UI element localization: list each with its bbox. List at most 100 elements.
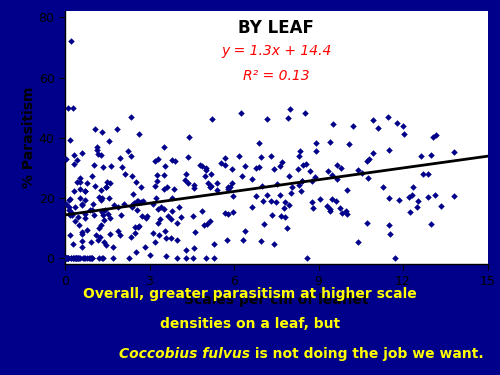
- Point: [93, 144, 101, 150]
- Point: [296, 148, 304, 154]
- Point: [114, 228, 122, 234]
- Point: [200, 222, 208, 228]
- Point: [266, 153, 274, 159]
- Point: [374, 125, 382, 131]
- Point: [328, 172, 336, 178]
- Point: [92, 232, 100, 238]
- Point: [118, 164, 126, 170]
- Point: [235, 153, 243, 159]
- Point: [201, 173, 209, 179]
- Point: [88, 255, 96, 261]
- Point: [207, 183, 215, 189]
- Point: [66, 137, 74, 143]
- Point: [168, 235, 175, 241]
- Point: [428, 221, 436, 227]
- Point: [90, 162, 98, 168]
- Point: [121, 171, 129, 177]
- Point: [136, 130, 143, 136]
- Y-axis label: % Parasitism: % Parasitism: [22, 87, 36, 189]
- Point: [239, 237, 247, 243]
- Point: [68, 255, 76, 261]
- Point: [130, 200, 138, 206]
- Point: [364, 176, 372, 181]
- Point: [150, 230, 158, 236]
- Text: y = 1.3x + 14.4: y = 1.3x + 14.4: [221, 44, 332, 58]
- Point: [102, 184, 110, 190]
- Point: [67, 209, 75, 214]
- Point: [196, 162, 204, 168]
- Point: [258, 238, 266, 244]
- Point: [106, 215, 114, 221]
- Point: [71, 218, 79, 224]
- Point: [110, 202, 118, 208]
- Point: [190, 255, 198, 261]
- Point: [258, 183, 266, 189]
- Point: [62, 201, 70, 207]
- Point: [326, 208, 334, 214]
- Point: [256, 164, 264, 170]
- Point: [342, 187, 350, 193]
- Point: [333, 176, 341, 182]
- Point: [81, 188, 89, 194]
- Point: [116, 155, 124, 161]
- Point: [326, 139, 334, 145]
- Point: [202, 255, 210, 261]
- Point: [184, 134, 192, 140]
- Point: [62, 255, 70, 261]
- Point: [354, 167, 362, 173]
- Point: [62, 255, 70, 261]
- Point: [136, 199, 144, 205]
- Point: [280, 205, 288, 211]
- Point: [168, 156, 176, 162]
- Point: [173, 220, 181, 226]
- Point: [308, 178, 316, 184]
- Point: [76, 255, 84, 261]
- Point: [100, 239, 108, 245]
- Point: [94, 151, 102, 157]
- Point: [182, 171, 190, 177]
- Point: [369, 117, 377, 123]
- Point: [72, 255, 80, 261]
- Point: [316, 196, 324, 202]
- Point: [257, 154, 265, 160]
- Point: [70, 255, 78, 261]
- Point: [129, 190, 137, 196]
- Point: [84, 255, 92, 261]
- Point: [364, 158, 372, 164]
- Point: [286, 106, 294, 112]
- Point: [96, 152, 104, 158]
- Point: [298, 178, 306, 184]
- Point: [127, 234, 135, 240]
- Point: [168, 208, 176, 214]
- Point: [450, 193, 458, 199]
- Point: [157, 204, 165, 210]
- Text: densities on a leaf, but: densities on a leaf, but: [160, 317, 340, 332]
- Text: BY LEAF: BY LEAF: [238, 19, 314, 37]
- Point: [83, 227, 91, 233]
- Point: [278, 159, 286, 165]
- Point: [286, 173, 294, 179]
- Point: [70, 161, 78, 167]
- Point: [151, 183, 159, 189]
- Point: [80, 197, 88, 203]
- Point: [386, 147, 394, 153]
- Point: [210, 255, 218, 261]
- Point: [64, 255, 72, 261]
- Point: [64, 255, 72, 261]
- Point: [177, 214, 185, 220]
- Point: [224, 211, 232, 217]
- Point: [132, 249, 140, 255]
- Point: [190, 245, 198, 251]
- Point: [64, 255, 72, 261]
- Point: [418, 171, 426, 177]
- Point: [78, 201, 86, 207]
- Point: [80, 255, 88, 261]
- Point: [202, 165, 210, 171]
- Point: [424, 194, 432, 200]
- Point: [160, 164, 168, 170]
- Point: [98, 164, 106, 170]
- Point: [162, 236, 170, 242]
- Point: [288, 184, 296, 190]
- Point: [338, 210, 345, 216]
- Point: [188, 213, 196, 219]
